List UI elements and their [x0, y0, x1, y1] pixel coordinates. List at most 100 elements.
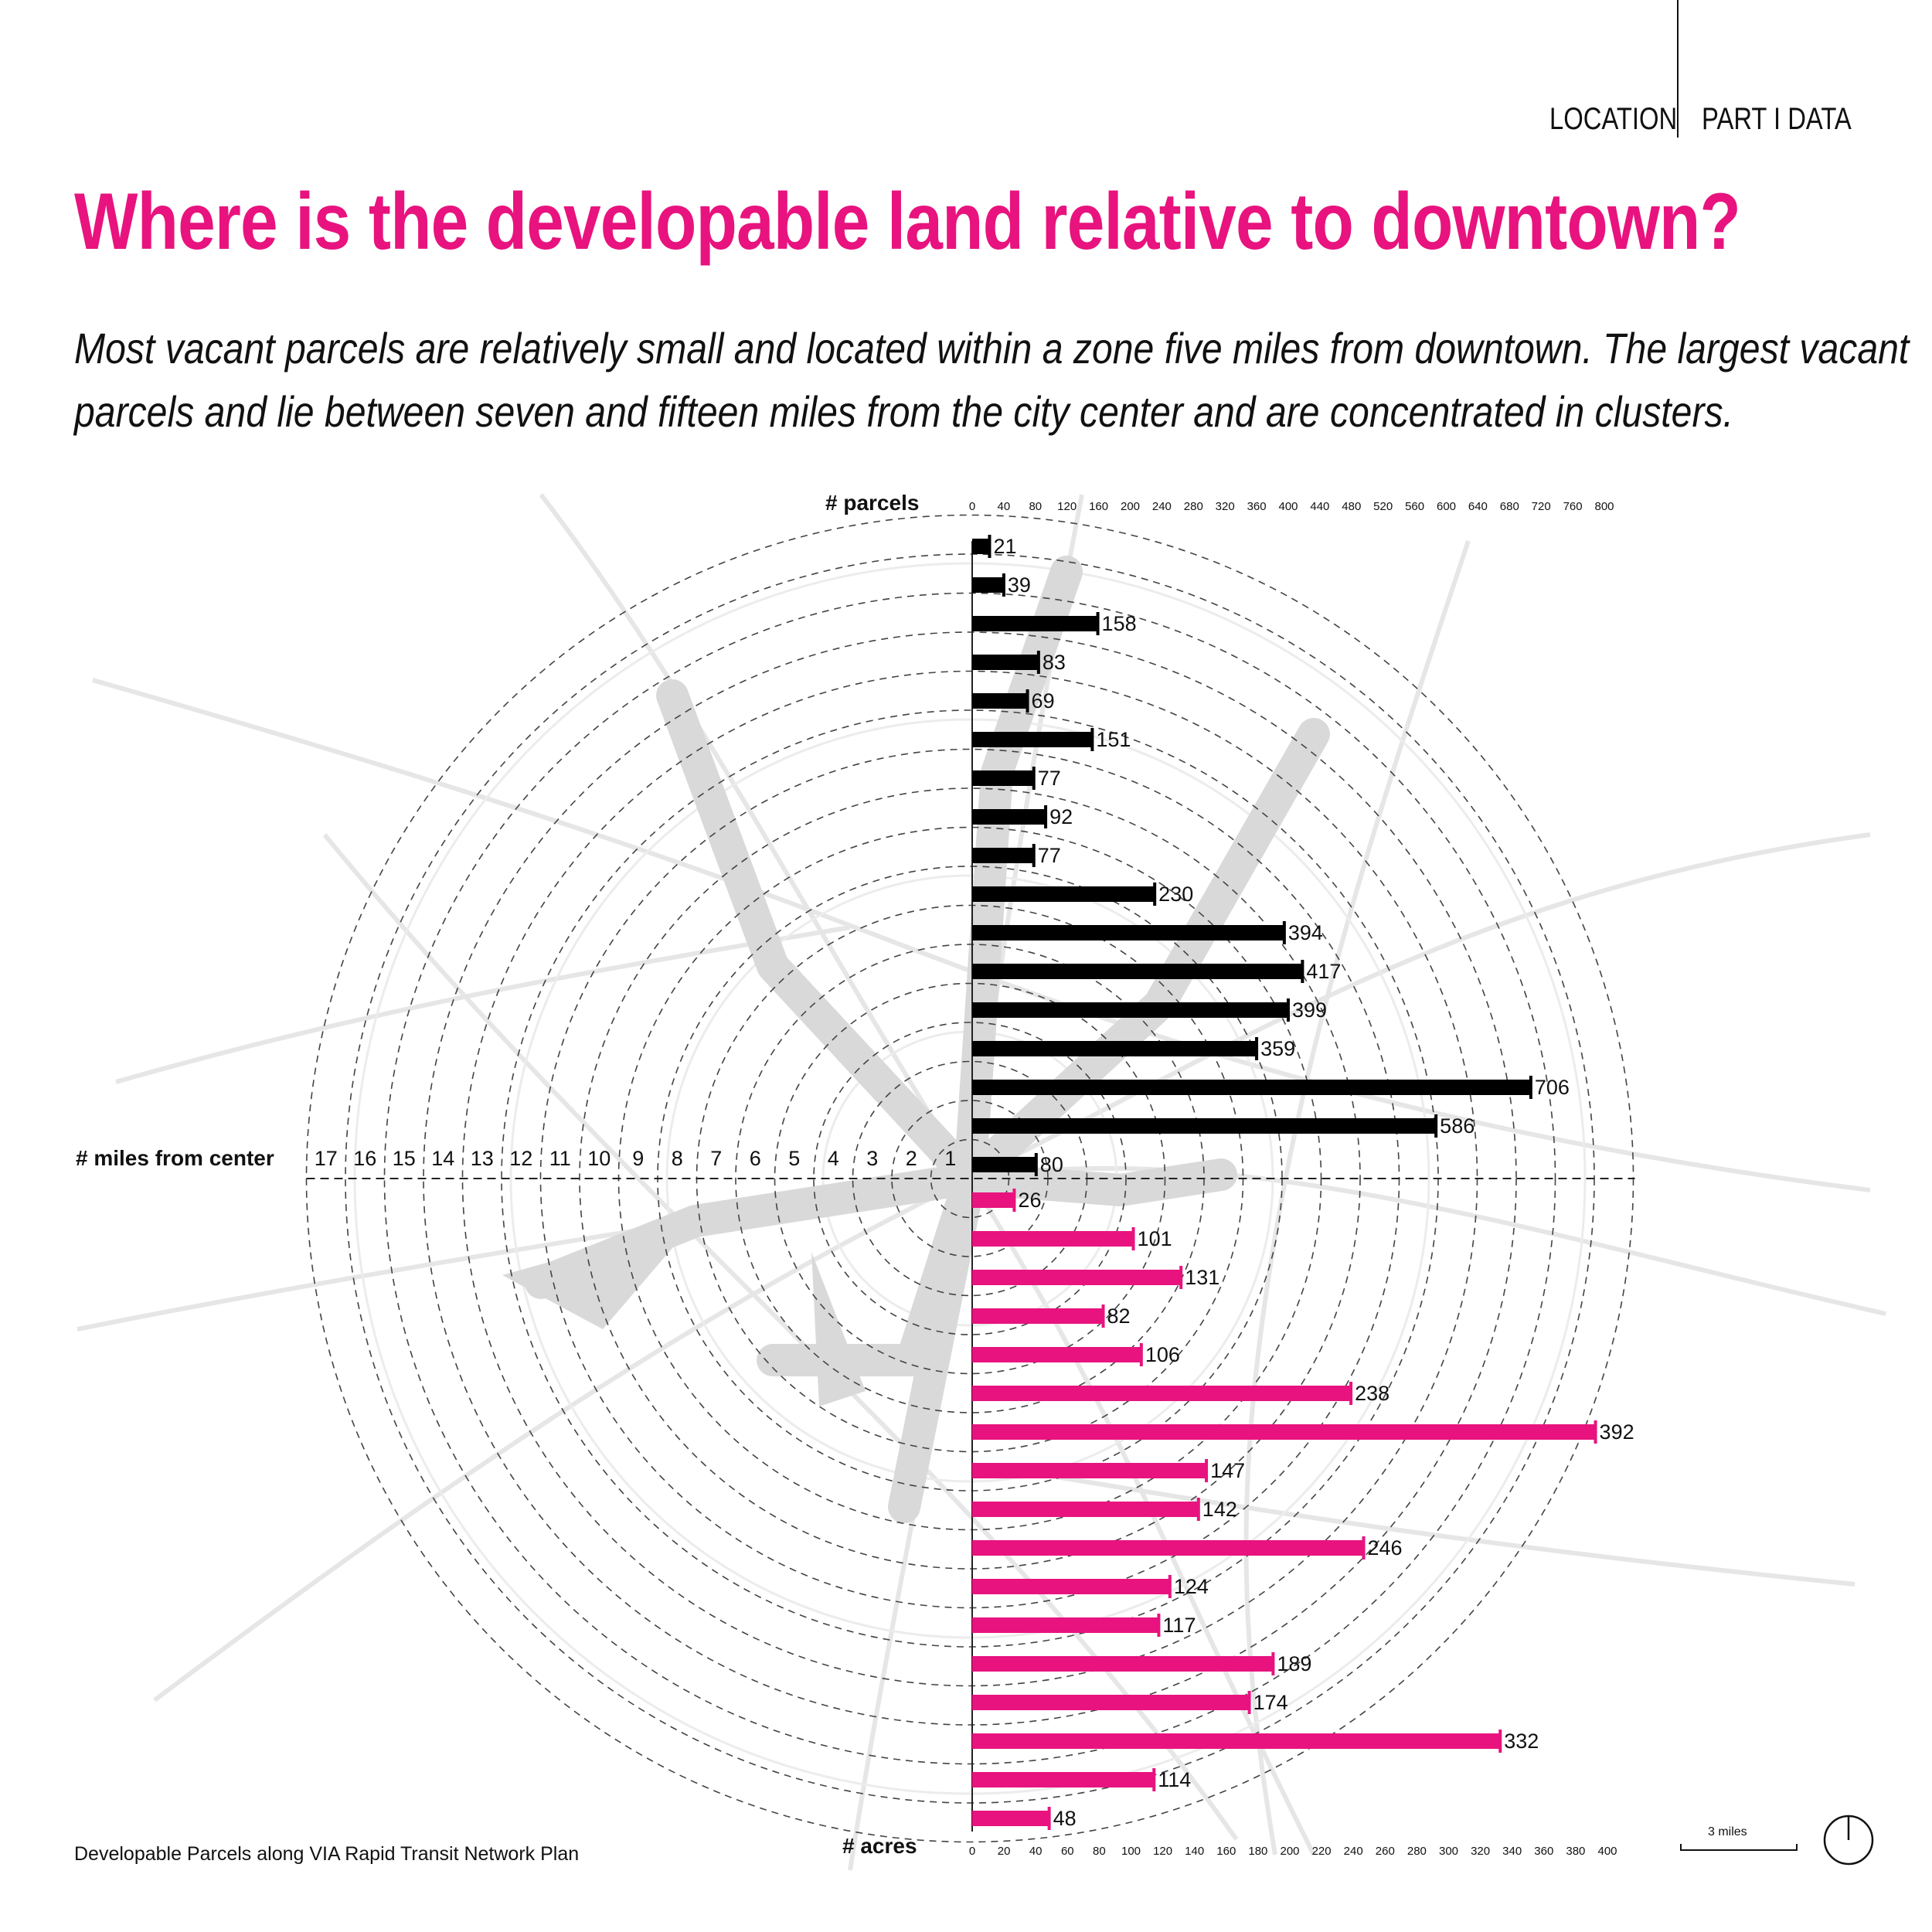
parcels-bar-cap [1153, 883, 1157, 906]
map-loop-road [509, 718, 1430, 1639]
parcels-tick-label: 360 [1247, 500, 1267, 513]
ring-label: 6 [750, 1147, 761, 1170]
ring-label: 1 [944, 1147, 956, 1170]
acres-tick-label: 320 [1471, 1845, 1490, 1858]
scale-bar [1680, 1844, 1798, 1851]
acres-tick-label: 60 [1061, 1845, 1074, 1858]
acres-bar-cap [1101, 1304, 1105, 1328]
acres-bar [972, 1579, 1169, 1594]
parcels-tick-label: 600 [1437, 500, 1456, 513]
acres-tick-label: 160 [1216, 1845, 1236, 1858]
ring-label: 4 [828, 1147, 839, 1170]
parcels-bar [972, 1002, 1287, 1018]
parcels-value-label: 706 [1535, 1076, 1570, 1099]
map-transit-corridor [954, 718, 1330, 1195]
acres-bar-cap [1157, 1614, 1161, 1637]
parcels-bar [972, 886, 1155, 902]
parcels-bar-cap [1036, 651, 1040, 674]
parcels-bar-cap [1026, 689, 1029, 713]
map-road [1004, 1466, 1855, 1587]
parcels-bar-cap [1434, 1114, 1438, 1138]
ring-label: 5 [788, 1147, 800, 1170]
ring-label: 12 [509, 1147, 532, 1170]
acres-bar [972, 1733, 1500, 1749]
acres-bar [972, 1811, 1049, 1826]
parcels-bar [972, 770, 1033, 786]
distance-ring [423, 631, 1517, 1726]
parcels-value-label: 77 [1038, 844, 1061, 867]
parcels-tick-label: 520 [1373, 500, 1393, 513]
acres-value-label: 174 [1253, 1691, 1288, 1714]
parcels-tick-label: 800 [1594, 500, 1614, 513]
parcels-bar-cap [1002, 573, 1005, 597]
acres-bar [972, 1656, 1273, 1672]
parcels-bar [972, 732, 1092, 747]
acres-bar-cap [1131, 1227, 1135, 1250]
ring-label: 15 [393, 1147, 416, 1170]
acres-tick-label: 80 [1093, 1845, 1106, 1858]
parcels-value-label: 80 [1040, 1153, 1063, 1176]
parcels-bar [972, 964, 1302, 979]
map-caption: Developable Parcels along VIA Rapid Tran… [74, 1843, 580, 1865]
map-road [1243, 540, 1471, 1855]
acres-value-label: 117 [1162, 1614, 1196, 1637]
distance-ring [383, 592, 1556, 1765]
parcels-bar-cap [1090, 728, 1094, 751]
acres-bar [972, 1540, 1363, 1556]
parcels-value-label: 417 [1306, 960, 1341, 983]
acres-tick-label: 400 [1597, 1845, 1617, 1858]
ring-label: 7 [710, 1147, 722, 1170]
parcels-tick-label: 280 [1184, 500, 1203, 513]
parcels-bar-cap [1286, 998, 1290, 1022]
acres-tick-label: 220 [1312, 1845, 1332, 1858]
page-title: Where is the developable land relative t… [74, 177, 1741, 267]
map-transit-corridor [954, 1158, 1237, 1206]
acres-bar [972, 1192, 1014, 1208]
acres-bar [972, 1502, 1198, 1517]
acres-bar [972, 1617, 1158, 1633]
acres-value-label: 124 [1174, 1575, 1209, 1598]
acres-value-label: 238 [1355, 1382, 1389, 1405]
parcels-value-label: 158 [1102, 612, 1137, 635]
parcels-bar [972, 1157, 1036, 1172]
parcels-tick-label: 720 [1532, 500, 1551, 513]
acres-bar [972, 1695, 1249, 1710]
ring-label: 9 [632, 1147, 644, 1170]
parcels-bar-cap [1096, 612, 1100, 635]
acres-bar-cap [1498, 1730, 1502, 1753]
acres-bar-cap [1362, 1536, 1366, 1560]
subtitle-line-1: Most vacant parcels are relatively small… [74, 324, 1910, 372]
parcels-tick-label: 680 [1500, 500, 1519, 513]
parcels-bar [972, 655, 1038, 670]
distance-ring [579, 787, 1361, 1570]
parcels-value-label: 77 [1038, 767, 1061, 790]
acres-bar-cap [1012, 1189, 1016, 1212]
scale-bar-label: 3 miles [1708, 1825, 1747, 1838]
ring-label: 3 [866, 1147, 878, 1170]
parcels-tick-label: 160 [1089, 500, 1108, 513]
parcels-tick-label: 320 [1216, 500, 1235, 513]
parcels-bar [972, 1080, 1530, 1095]
ring-label: 14 [431, 1147, 454, 1170]
parcels-tick-label: 200 [1121, 500, 1140, 513]
parcels-bar-cap [1034, 1153, 1038, 1176]
acres-bar-cap [1349, 1382, 1353, 1405]
acres-tick-label: 180 [1248, 1845, 1267, 1858]
acres-tick-label: 140 [1185, 1845, 1204, 1858]
acres-value-label: 48 [1053, 1807, 1077, 1830]
acres-bar [972, 1270, 1181, 1285]
parcels-bar [972, 1118, 1436, 1134]
acres-value-label: 142 [1202, 1498, 1237, 1521]
parcels-tick-label: 80 [1029, 500, 1042, 513]
header-part-label: PART I DATA [1702, 102, 1852, 136]
parcels-bar [972, 616, 1097, 631]
acres-bar-cap [1152, 1768, 1156, 1791]
parcels-bar-cap [1255, 1037, 1259, 1060]
decorations [1680, 1815, 1874, 1866]
acres-value-label: 147 [1210, 1459, 1245, 1482]
acres-tick-label: 0 [969, 1845, 975, 1858]
parcels-value-label: 151 [1096, 728, 1131, 751]
acres-tick-label: 200 [1280, 1845, 1299, 1858]
